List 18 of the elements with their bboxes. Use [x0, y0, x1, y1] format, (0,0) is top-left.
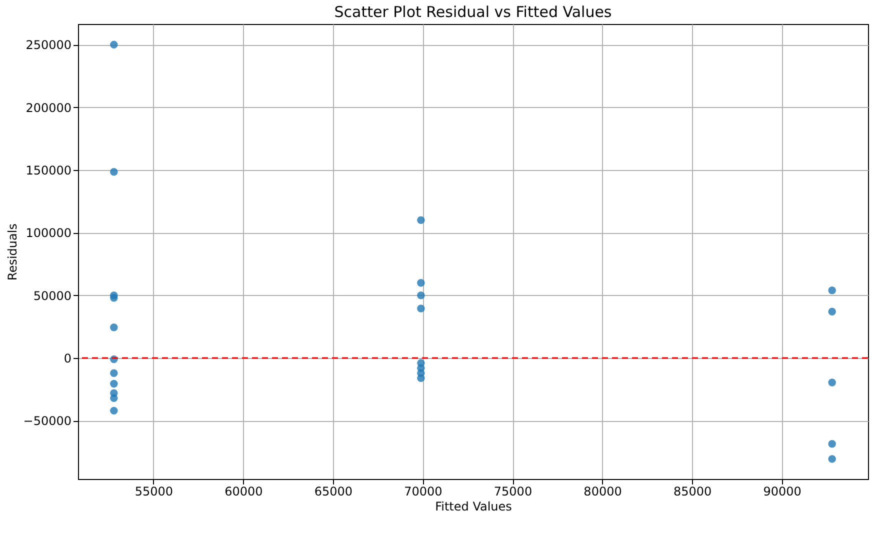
x-tick-label: 75000 [494, 484, 532, 498]
chart-title: Scatter Plot Residual vs Fitted Values [334, 3, 612, 21]
y-tick-label: 150000 [26, 164, 72, 178]
x-axis-title: Fitted Values [435, 500, 512, 514]
x-tick-label: 55000 [134, 484, 174, 498]
y-axis-title: Residuals [5, 224, 20, 280]
x-tick-label: 70000 [404, 484, 442, 498]
y-tick-label: 50000 [33, 288, 72, 303]
x-tick-label: 90000 [763, 484, 802, 498]
y-tick-label: 100000 [26, 226, 72, 240]
y-tick-label: 0 [64, 352, 72, 366]
x-tick-label: 85000 [673, 484, 712, 498]
x-tick-label: 80000 [584, 484, 622, 498]
x-tick-label: 60000 [224, 484, 263, 498]
x-tick-label: 65000 [314, 484, 353, 498]
y-tick-label: 250000 [26, 38, 72, 52]
y-tick-label: 200000 [26, 100, 72, 115]
y-tick-label: −50000 [23, 414, 72, 428]
